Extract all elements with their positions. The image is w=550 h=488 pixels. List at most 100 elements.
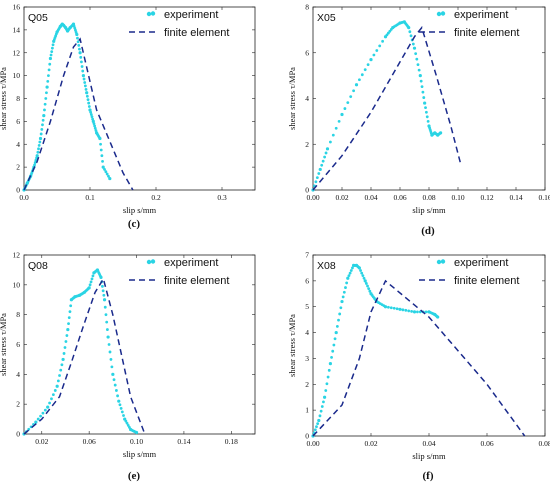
panel-caption: (e) — [128, 470, 141, 482]
experiment-point — [37, 147, 40, 151]
experiment-point — [325, 382, 329, 386]
experiment-point — [99, 275, 103, 279]
experiment-point — [410, 309, 413, 313]
y-tick-label: 5 — [305, 302, 309, 311]
experiment-point — [103, 168, 106, 171]
y-axis-title: shear stress τ/MPa — [287, 67, 297, 130]
experiment-point — [415, 57, 419, 61]
experiment-point — [113, 383, 117, 387]
experiment-point — [80, 65, 84, 68]
experiment-point — [360, 73, 364, 77]
y-tick-label: 6 — [305, 276, 309, 285]
experiment-point — [357, 266, 361, 270]
legend-label-finite-element: finite element — [454, 275, 519, 287]
experiment-point — [124, 419, 128, 423]
experiment-point — [89, 280, 93, 284]
experiment-point — [67, 316, 71, 320]
experiment-point — [117, 399, 121, 403]
experiment-point — [367, 287, 371, 291]
experiment-point — [424, 310, 428, 314]
experiment-point — [316, 422, 320, 425]
y-tick-label: 8 — [16, 310, 20, 319]
y-tick-label: 0 — [305, 186, 309, 195]
y-tick-label: 4 — [305, 328, 309, 337]
experiment-point — [346, 276, 350, 280]
experiment-point — [408, 30, 412, 34]
experiment-point — [401, 308, 405, 312]
experiment-point — [107, 343, 111, 346]
experiment-point — [395, 307, 399, 311]
experiment-point — [358, 78, 361, 82]
x-axis-title: slip s/mm — [412, 451, 446, 461]
y-tick-label: 2 — [305, 140, 309, 149]
experiment-point — [112, 378, 116, 382]
y-tick-label: 3 — [305, 354, 309, 363]
legend-marker-experiment — [146, 259, 152, 265]
series-experiment — [22, 268, 139, 436]
experiment-point — [67, 322, 70, 326]
x-tick-label: 0.1 — [85, 193, 95, 202]
experiment-point — [80, 60, 83, 64]
x-tick-label: 0.14 — [177, 437, 190, 446]
experiment-point — [348, 271, 352, 275]
experiment-point — [87, 286, 91, 290]
experiment-point — [368, 289, 372, 293]
series-finite-element — [312, 26, 462, 191]
experiment-point — [341, 295, 345, 299]
experiment-point — [313, 428, 317, 432]
experiment-point — [87, 101, 91, 105]
experiment-point — [331, 349, 335, 353]
experiment-point — [59, 368, 63, 372]
series-experiment — [311, 20, 443, 192]
experiment-point — [105, 172, 109, 176]
experiment-point — [78, 51, 82, 55]
experiment-point — [101, 289, 105, 293]
x-axis-title: slip s/mm — [123, 205, 157, 215]
experiment-point — [45, 85, 49, 89]
experiment-point — [46, 405, 50, 409]
experiment-point — [337, 119, 341, 123]
experiment-point — [43, 102, 47, 106]
y-tick-label: 6 — [305, 48, 309, 57]
experiment-point — [346, 101, 350, 105]
experiment-point — [412, 310, 417, 314]
experiment-point — [389, 306, 393, 310]
experiment-point — [62, 352, 66, 355]
experiment-point — [106, 335, 110, 339]
experiment-point — [85, 94, 89, 98]
experiment-point — [46, 79, 50, 83]
experiment-point — [330, 355, 333, 359]
experiment-point — [331, 133, 335, 137]
experiment-point — [108, 176, 112, 181]
legend-label-experiment: experiment — [454, 257, 508, 269]
series-experiment — [22, 22, 112, 192]
experiment-point — [412, 46, 417, 50]
experiment-point — [315, 176, 319, 180]
experiment-point — [325, 147, 330, 151]
experiment-point — [420, 85, 424, 89]
experiment-point — [407, 309, 411, 313]
experiment-point — [76, 40, 80, 44]
experiment-point — [41, 411, 45, 415]
x-tick-label: 0.18 — [225, 437, 238, 446]
experiment-point — [33, 161, 37, 164]
experiment-point — [68, 310, 72, 314]
experiment-point — [47, 74, 50, 78]
experiment-point — [87, 105, 91, 108]
experiment-point — [326, 375, 330, 379]
experiment-point — [315, 425, 318, 429]
experiment-point — [314, 180, 318, 184]
experiment-point — [38, 136, 43, 141]
experiment-point — [126, 423, 130, 427]
y-tick-label: 10 — [13, 71, 21, 80]
experiment-point — [335, 324, 339, 328]
experiment-point — [89, 113, 93, 116]
experiment-point — [104, 313, 108, 317]
legend-label-finite-element: finite element — [164, 27, 229, 39]
experiment-point — [366, 63, 370, 67]
experiment-point — [134, 430, 139, 435]
experiment-point — [99, 148, 103, 152]
legend-marker-experiment — [150, 259, 156, 264]
experiment-point — [411, 42, 415, 46]
experiment-point — [99, 142, 102, 146]
